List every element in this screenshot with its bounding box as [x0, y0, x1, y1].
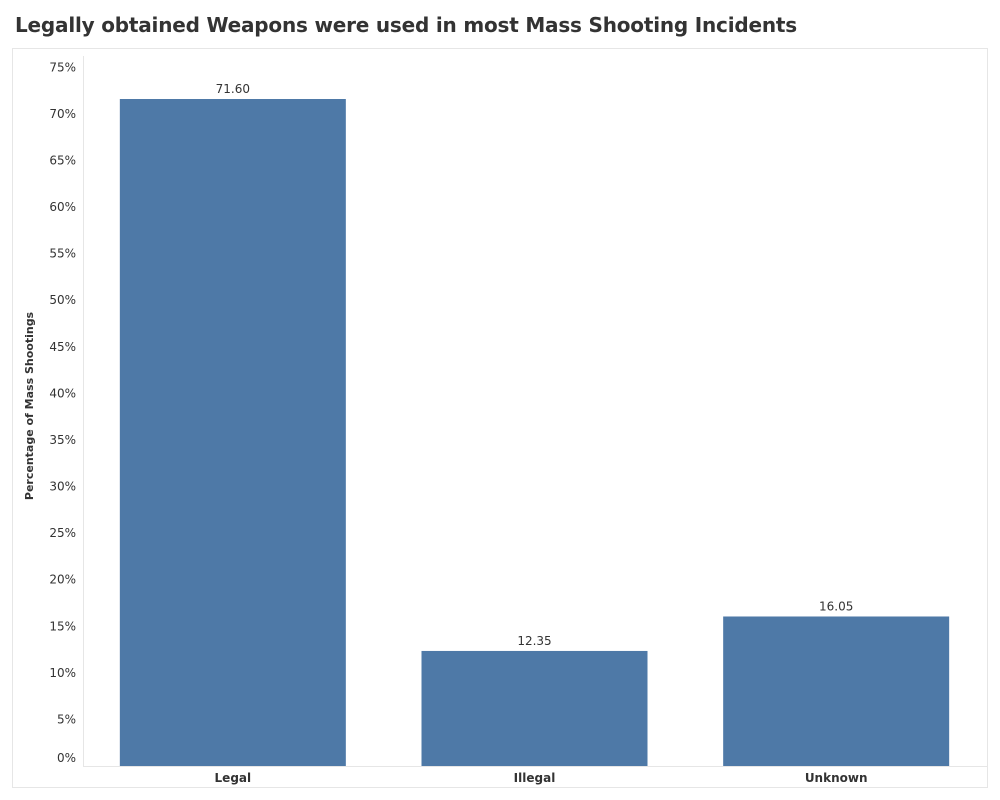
y-tick-label: 5%: [57, 712, 76, 726]
y-tick-label: 65%: [49, 153, 76, 167]
y-tick-label: 35%: [49, 433, 76, 447]
data-labels-group: 71.60 12.35 16.05: [216, 82, 854, 648]
bar-illegal[interactable]: [421, 650, 648, 766]
y-tick-label: 70%: [49, 107, 76, 121]
x-tick-label-illegal: Illegal: [514, 771, 556, 785]
y-tick-label: 60%: [49, 200, 76, 214]
data-label-illegal: 12.35: [517, 634, 551, 648]
data-label-legal: 71.60: [216, 82, 250, 96]
x-tick-label-legal: Legal: [215, 771, 252, 785]
chart-title: Legally obtained Weapons were used in mo…: [15, 13, 797, 37]
y-tick-label: 25%: [49, 526, 76, 540]
y-tick-label: 75%: [49, 60, 76, 74]
y-tick-label: 55%: [49, 247, 76, 261]
y-tick-label: 50%: [49, 293, 76, 307]
bar-legal[interactable]: [119, 99, 346, 766]
chart-frame: [12, 48, 988, 788]
bars-group: [119, 99, 950, 766]
y-tick-label: 40%: [49, 386, 76, 400]
y-tick-label: 45%: [49, 340, 76, 354]
y-tick-label: 10%: [49, 666, 76, 680]
y-tick-label: 30%: [49, 480, 76, 494]
y-axis-title: Percentage of Mass Shootings: [23, 311, 36, 500]
y-axis-ticks: 0% 5% 10% 15% 20% 25% 30% 35% 40% 45% 50% 55% 60% 65%…: [49, 60, 76, 765]
y-tick-label: 15%: [49, 619, 76, 633]
x-axis-tick-labels: Legal Illegal Unknown: [215, 771, 868, 785]
y-tick-label: 0%: [57, 751, 76, 765]
y-tick-label: 20%: [49, 573, 76, 587]
bar-unknown[interactable]: [723, 616, 950, 766]
data-label-unknown: 16.05: [819, 599, 853, 613]
x-tick-label-unknown: Unknown: [805, 771, 868, 785]
